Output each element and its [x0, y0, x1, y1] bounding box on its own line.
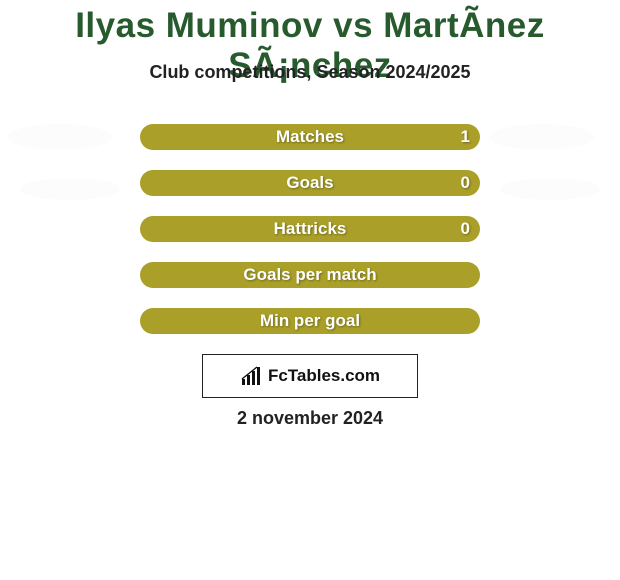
date: 2 november 2024 [0, 408, 620, 429]
stat-bar-right-value: 0 [461, 170, 470, 196]
stats-bars: Matches1Goals0Hattricks0Goals per matchM… [140, 124, 480, 354]
stat-bar: Hattricks0 [140, 216, 480, 242]
stat-bar: Min per goal [140, 308, 480, 334]
fctables-icon [240, 365, 262, 387]
logo-box: FcTables.com [202, 354, 418, 398]
stat-bar: Goals0 [140, 170, 480, 196]
stat-bar-label: Min per goal [140, 308, 480, 334]
stat-bar-label: Goals per match [140, 262, 480, 288]
stat-bar-right-value: 0 [461, 216, 470, 242]
side-oval [500, 178, 600, 200]
stat-bar-label: Matches [140, 124, 480, 150]
stat-bar-label: Goals [140, 170, 480, 196]
stat-bar-label: Hattricks [140, 216, 480, 242]
logo-text: FcTables.com [268, 366, 380, 386]
stat-bar: Matches1 [140, 124, 480, 150]
side-oval [490, 124, 594, 150]
stat-bar: Goals per match [140, 262, 480, 288]
side-oval [20, 178, 120, 200]
subtitle: Club competitions, Season 2024/2025 [0, 62, 620, 83]
canvas: Ilyas Muminov vs MartÃ­nez SÃ¡nchez Club… [0, 0, 620, 580]
side-oval [8, 124, 112, 150]
stat-bar-right-value: 1 [461, 124, 470, 150]
